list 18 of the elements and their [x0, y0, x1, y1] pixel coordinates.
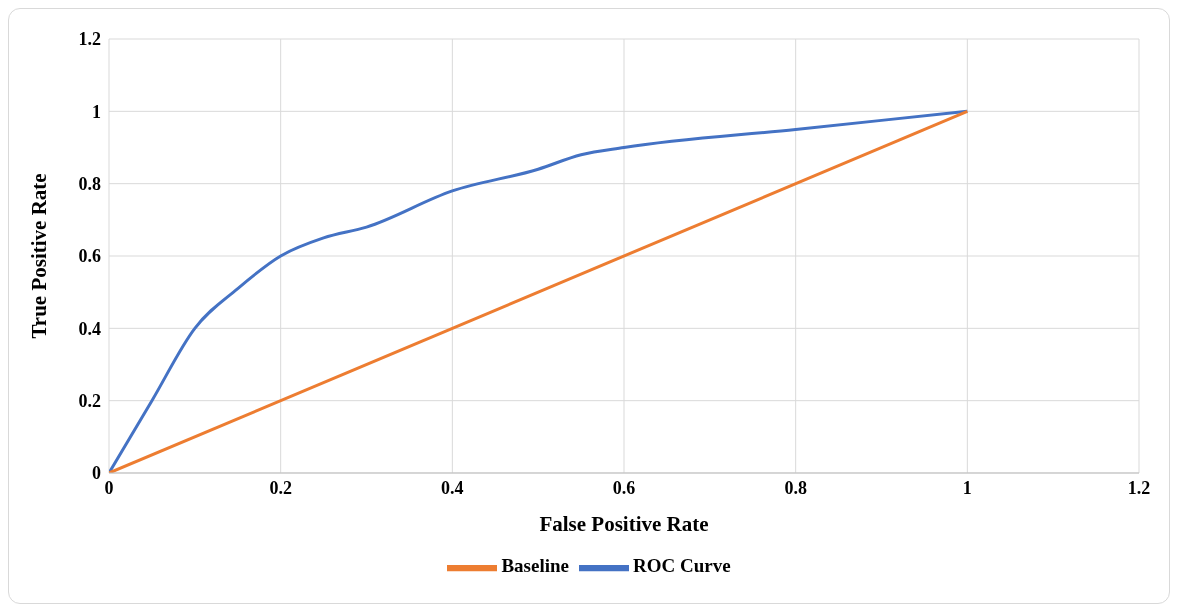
- y-tick-label: 0.4: [78, 318, 101, 339]
- y-tick-label: 0.8: [78, 174, 101, 195]
- y-tick-label: 0: [92, 463, 101, 484]
- x-tick-label: 0.4: [441, 477, 464, 498]
- x-tick-label: 1.2: [1127, 477, 1151, 498]
- x-tick-label: 0.2: [269, 477, 292, 498]
- legend-label: Baseline: [501, 555, 569, 577]
- x-tick-label: 0.8: [784, 477, 807, 498]
- x-tick-label: 0.6: [612, 477, 636, 498]
- y-tick-label: 1.2: [78, 29, 101, 50]
- x-tick-label: 1: [962, 477, 972, 498]
- y-tick-label: 0.2: [78, 391, 101, 412]
- legend-label: ROC Curve: [632, 555, 731, 577]
- y-tick-label: 0.6: [78, 246, 101, 267]
- line-series: [109, 109, 969, 473]
- y-tick-label: 1: [92, 101, 101, 122]
- x-axis-title: False Positive Rate: [539, 512, 709, 536]
- y-axis-title: True Positive Rate: [27, 173, 52, 339]
